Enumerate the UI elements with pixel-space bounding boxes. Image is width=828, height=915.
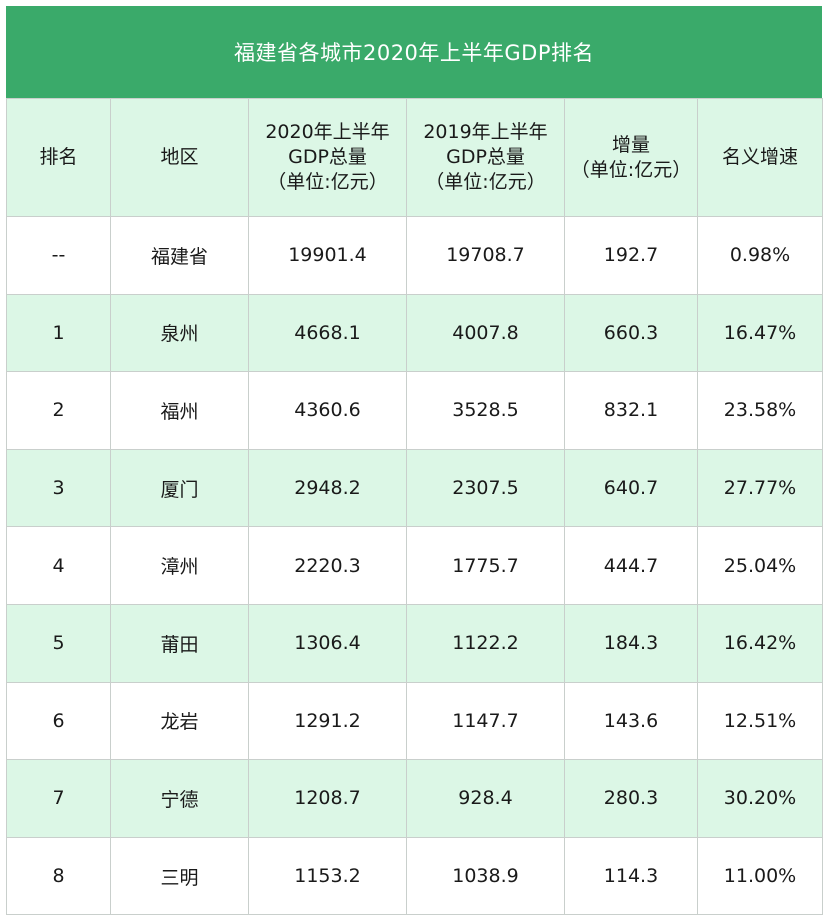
- table-row: 4 漳州 2220.3 1775.7 444.7 25.04%: [6, 526, 823, 605]
- cell-gdp-2019: 3528.5: [406, 371, 565, 450]
- cell-gdp-2019: 2307.5: [406, 448, 565, 528]
- cell-region: 福建省: [110, 216, 249, 295]
- cell-increase: 444.7: [564, 526, 698, 605]
- cell-growth: 16.42%: [697, 603, 823, 683]
- cell-gdp-2020: 1208.7: [248, 759, 407, 838]
- cell-rank: 5: [6, 603, 111, 683]
- cell-region: 宁德: [110, 759, 249, 838]
- table-row: 2 福州 4360.6 3528.5 832.1 23.58%: [6, 371, 823, 450]
- header-gdp-2020-line3: （单位:亿元）: [267, 171, 388, 193]
- cell-gdp-2020: 4360.6: [248, 371, 407, 450]
- cell-gdp-2020: 19901.4: [248, 216, 407, 295]
- cell-gdp-2019: 1122.2: [406, 603, 565, 683]
- cell-region: 福州: [110, 371, 249, 450]
- cell-gdp-2020: 1306.4: [248, 603, 407, 683]
- cell-region: 莆田: [110, 603, 249, 683]
- cell-region: 三明: [110, 836, 249, 915]
- header-region: 地区: [110, 98, 249, 217]
- cell-increase: 280.3: [564, 759, 698, 838]
- header-gdp-2019-line3: （单位:亿元）: [425, 171, 546, 193]
- cell-region: 厦门: [110, 448, 249, 528]
- table-row: 1 泉州 4668.1 4007.8 660.3 16.47%: [6, 293, 823, 373]
- cell-rank: 8: [6, 836, 111, 915]
- header-gdp-2019-line1: 2019年上半年: [423, 121, 548, 143]
- cell-growth: 25.04%: [697, 526, 823, 605]
- cell-increase: 660.3: [564, 293, 698, 373]
- cell-rank: 1: [6, 293, 111, 373]
- cell-region: 漳州: [110, 526, 249, 605]
- cell-increase: 832.1: [564, 371, 698, 450]
- gdp-ranking-table: 排名 地区 2020年上半年 GDP总量 （单位:亿元） 2019年上半年 GD…: [6, 98, 823, 915]
- cell-rank: 4: [6, 526, 111, 605]
- cell-growth: 12.51%: [697, 681, 823, 761]
- header-increase-line1: 增量: [611, 133, 650, 156]
- cell-gdp-2020: 1153.2: [248, 836, 407, 915]
- header-growth: 名义增速: [697, 98, 823, 217]
- cell-growth: 27.77%: [697, 448, 823, 528]
- table-row: 6 龙岩 1291.2 1147.7 143.6 12.51%: [6, 681, 823, 761]
- cell-gdp-2020: 2220.3: [248, 526, 407, 605]
- table-title: 福建省各城市2020年上半年GDP排名: [6, 6, 822, 98]
- table-row: 7 宁德 1208.7 928.4 280.3 30.20%: [6, 759, 823, 838]
- cell-region: 泉州: [110, 293, 249, 373]
- cell-increase: 184.3: [564, 603, 698, 683]
- cell-gdp-2020: 2948.2: [248, 448, 407, 528]
- table-row: 8 三明 1153.2 1038.9 114.3 11.00%: [6, 836, 823, 915]
- header-gdp-2020-line1: 2020年上半年: [265, 121, 390, 143]
- cell-rank: --: [6, 216, 111, 295]
- header-gdp-2020: 2020年上半年 GDP总量 （单位:亿元）: [248, 98, 407, 217]
- header-increase-line2: （单位:亿元）: [570, 158, 692, 181]
- header-rank: 排名: [6, 98, 111, 217]
- cell-increase: 640.7: [564, 448, 698, 528]
- header-gdp-2020-line2: GDP总量: [288, 146, 367, 168]
- table-header-row: 排名 地区 2020年上半年 GDP总量 （单位:亿元） 2019年上半年 GD…: [6, 98, 823, 217]
- cell-increase: 114.3: [564, 836, 698, 915]
- cell-increase: 143.6: [564, 681, 698, 761]
- cell-growth: 23.58%: [697, 371, 823, 450]
- cell-rank: 3: [6, 448, 111, 528]
- cell-gdp-2019: 19708.7: [406, 216, 565, 295]
- cell-gdp-2019: 1775.7: [406, 526, 565, 605]
- cell-gdp-2019: 928.4: [406, 759, 565, 838]
- cell-growth: 11.00%: [697, 836, 823, 915]
- table-row: 5 莆田 1306.4 1122.2 184.3 16.42%: [6, 603, 823, 683]
- header-increase: 增量 （单位:亿元）: [564, 98, 698, 217]
- cell-increase: 192.7: [564, 216, 698, 295]
- cell-rank: 2: [6, 371, 111, 450]
- cell-rank: 7: [6, 759, 111, 838]
- table-row: -- 福建省 19901.4 19708.7 192.7 0.98%: [6, 216, 823, 295]
- header-gdp-2019: 2019年上半年 GDP总量 （单位:亿元）: [406, 98, 565, 217]
- cell-region: 龙岩: [110, 681, 249, 761]
- cell-growth: 30.20%: [697, 759, 823, 838]
- cell-growth: 16.47%: [697, 293, 823, 373]
- table-row: 3 厦门 2948.2 2307.5 640.7 27.77%: [6, 448, 823, 528]
- cell-rank: 6: [6, 681, 111, 761]
- cell-gdp-2019: 4007.8: [406, 293, 565, 373]
- cell-gdp-2019: 1038.9: [406, 836, 565, 915]
- cell-gdp-2020: 1291.2: [248, 681, 407, 761]
- cell-growth: 0.98%: [697, 216, 823, 295]
- cell-gdp-2020: 4668.1: [248, 293, 407, 373]
- header-gdp-2019-line2: GDP总量: [446, 146, 525, 168]
- cell-gdp-2019: 1147.7: [406, 681, 565, 761]
